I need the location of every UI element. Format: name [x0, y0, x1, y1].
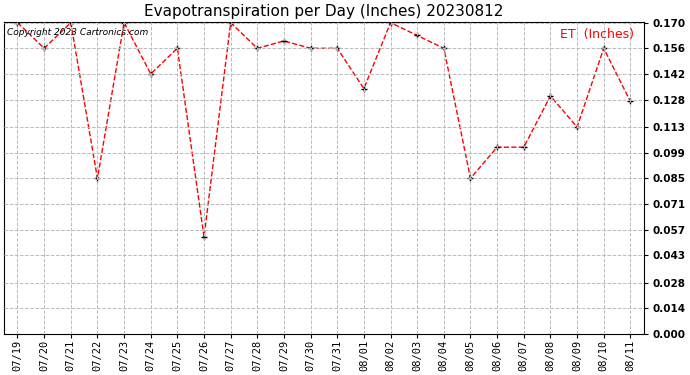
Text: Copyright 2023 Cartronics.com: Copyright 2023 Cartronics.com — [8, 28, 148, 37]
Text: ET  (Inches): ET (Inches) — [560, 28, 634, 41]
Title: Evapotranspiration per Day (Inches) 20230812: Evapotranspiration per Day (Inches) 2023… — [144, 4, 504, 19]
